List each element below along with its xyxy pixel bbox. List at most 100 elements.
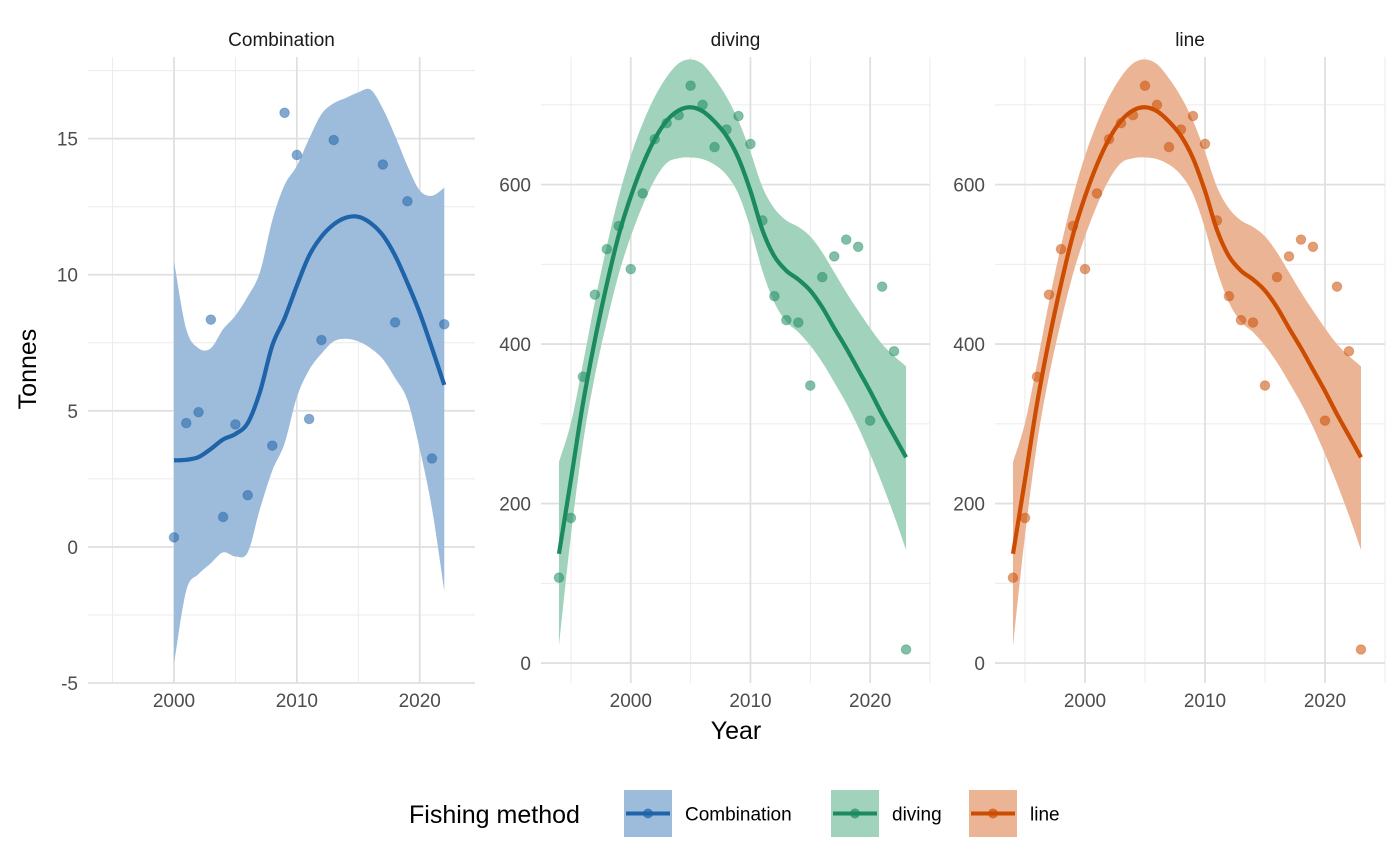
data-point [816, 271, 828, 283]
confidence-ribbon-line [1013, 59, 1361, 646]
legend-key-point [850, 808, 860, 819]
y-tick-label: -5 [61, 674, 78, 695]
confidence-ribbon-combination [174, 88, 445, 664]
legend-key-line: line [969, 790, 1060, 837]
y-axis-title: Tonnes [14, 329, 42, 410]
data-point [168, 532, 180, 543]
legend-label: Combination [685, 805, 792, 826]
data-point [864, 415, 876, 426]
data-point [230, 419, 241, 430]
y-tick-label: 200 [499, 495, 531, 516]
data-point [266, 440, 278, 451]
data-point [745, 138, 756, 150]
x-tick-label: 2020 [1304, 691, 1346, 712]
data-point [217, 511, 229, 523]
data-point [1355, 644, 1367, 655]
data-point [900, 644, 912, 655]
legend-label: diving [892, 805, 942, 826]
y-tick-label: 400 [499, 335, 531, 356]
y-tick-label: 0 [67, 538, 78, 559]
legend-key-diving: diving [831, 790, 942, 837]
legend-label: line [1030, 805, 1060, 826]
data-point [1043, 289, 1055, 300]
panel-line: 2000 2010 2020 0 200 400 600 line [953, 30, 1386, 712]
data-point [389, 317, 401, 328]
data-point [1295, 234, 1307, 245]
data-point [303, 413, 315, 425]
panel-combination: 2000 2010 2020 -5 0 5 10 15 Combination [57, 30, 475, 712]
data-point [840, 234, 852, 245]
y-tick-label: 15 [57, 130, 78, 151]
facet-title-combination: Combination [228, 30, 335, 51]
data-point [565, 512, 577, 524]
data-point [1091, 188, 1103, 199]
data-point [426, 453, 438, 464]
data-point [402, 195, 413, 207]
data-point [1019, 512, 1031, 524]
data-point [279, 107, 290, 119]
legend: Fishing method Combination diving line [409, 790, 1060, 837]
data-point [1055, 243, 1067, 255]
data-point [242, 489, 254, 501]
data-point [1343, 345, 1355, 357]
y-tick-label: 0 [974, 654, 985, 675]
panel-diving: 2000 2010 2020 0 200 400 600 diving [499, 30, 931, 712]
data-point [291, 149, 303, 161]
data-point [553, 572, 565, 584]
y-tick-label: 200 [953, 495, 985, 516]
y-tick-label: 10 [57, 266, 78, 287]
data-point [793, 317, 804, 328]
data-point [438, 318, 450, 330]
data-point [1187, 110, 1199, 122]
y-tick-label: 600 [499, 176, 531, 197]
smooth-line-combination [173, 214, 447, 463]
data-point [888, 345, 900, 357]
facet-title-line: line [1175, 30, 1205, 51]
data-point [1283, 251, 1295, 262]
y-tick-label: 600 [953, 176, 985, 197]
data-point [205, 314, 217, 325]
y-tick-label: 0 [520, 654, 531, 675]
data-point [328, 134, 340, 146]
data-point [876, 281, 888, 292]
data-point [589, 289, 601, 300]
data-point [1235, 314, 1247, 326]
x-axis-title: Year [711, 717, 762, 745]
smooth-line-diving [556, 105, 908, 555]
data-point [1163, 141, 1175, 153]
x-tick-label: 2000 [610, 691, 652, 712]
data-point [377, 159, 389, 170]
smooth-line-line [1010, 105, 1363, 555]
y-tick-label: 5 [67, 402, 78, 423]
facet-title-diving: diving [711, 30, 761, 51]
data-point [709, 141, 720, 153]
x-tick-label: 2020 [849, 691, 891, 712]
legend-key-point [988, 808, 998, 819]
data-point [193, 406, 204, 418]
x-tick-label: 2000 [1064, 691, 1106, 712]
data-point [769, 290, 780, 302]
x-tick-label: 2020 [399, 691, 441, 712]
x-tick-label: 2010 [729, 691, 771, 712]
data-point [1223, 290, 1235, 302]
data-point [1331, 281, 1343, 292]
x-tick-label: 2000 [153, 691, 195, 712]
y-tick-label: 400 [953, 335, 985, 356]
legend-key-combination: Combination [624, 790, 792, 837]
data-point [781, 314, 792, 326]
data-point [852, 241, 864, 253]
data-point [601, 243, 613, 255]
data-point [1139, 80, 1151, 92]
data-point [637, 188, 649, 199]
data-point [805, 380, 816, 391]
data-point [1319, 415, 1331, 426]
data-point [625, 263, 637, 275]
data-point [733, 110, 744, 122]
data-point [1247, 317, 1259, 328]
data-point [1307, 241, 1319, 253]
confidence-ribbon-diving [558, 59, 907, 646]
data-point [316, 334, 327, 346]
data-point [1007, 572, 1019, 584]
